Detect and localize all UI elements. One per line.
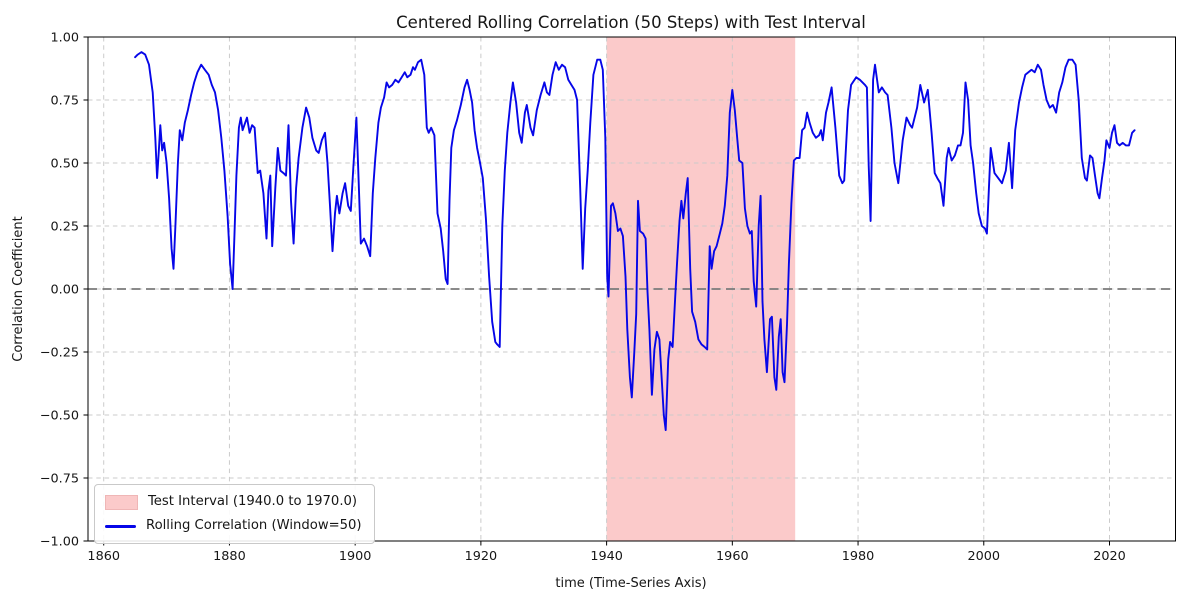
x-tick-label: 1900 <box>339 549 372 564</box>
x-tick-label: 1860 <box>87 549 120 564</box>
x-tick-label: 1960 <box>716 549 749 564</box>
legend-patch-swatch <box>105 494 138 510</box>
y-tick-label: 0.25 <box>51 220 80 235</box>
legend-line-swatch <box>105 524 136 528</box>
x-tick-label: 1880 <box>213 549 246 564</box>
rolling-correlation-line <box>134 51 1136 432</box>
x-tick-label: 1920 <box>465 549 498 564</box>
chart-title: Centered Rolling Correlation (50 Steps) … <box>396 13 866 32</box>
x-axis-label: time (Time-Series Axis) <box>555 576 706 591</box>
legend: Test Interval (1940.0 to 1970.0) Rolling… <box>94 484 375 544</box>
y-tick-label: 0.50 <box>51 157 80 172</box>
y-tick-label: 0.00 <box>51 283 80 298</box>
y-tick-label: 0.75 <box>51 94 80 109</box>
axis-ticks: 1860 1880 1900 1920 1940 1960 1980 2000 2020 1.00… <box>40 31 1126 565</box>
x-tick-label: 1940 <box>590 549 623 564</box>
legend-label-test-interval: Test Interval (1940.0 to 1970.0) <box>148 494 358 510</box>
y-tick-label: −1.00 <box>40 535 79 550</box>
y-axis-label: Correlation Coefficient <box>11 216 26 362</box>
legend-label-rolling-correlation: Rolling Correlation (Window=50) <box>146 518 362 534</box>
y-tick-label: −0.75 <box>40 472 79 487</box>
y-tick-label: −0.25 <box>40 346 79 361</box>
x-tick-label: 1980 <box>842 549 875 564</box>
legend-entry-test-interval: Test Interval (1940.0 to 1970.0) <box>105 492 362 512</box>
legend-entry-rolling-correlation: Rolling Correlation (Window=50) <box>105 516 362 536</box>
y-tick-label: −0.50 <box>40 409 79 424</box>
x-tick-label: 2000 <box>967 549 1000 564</box>
x-tick-label: 2020 <box>1093 549 1126 564</box>
y-tick-label: 1.00 <box>51 31 80 46</box>
